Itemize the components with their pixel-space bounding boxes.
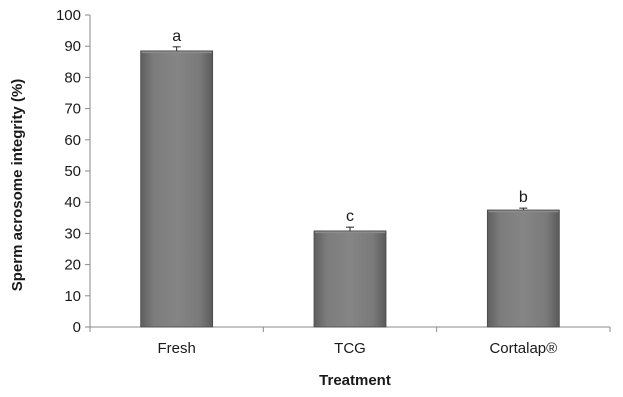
y-tick-label: 60	[64, 132, 81, 149]
y-tick-label: 90	[64, 38, 81, 55]
significance-letter: a	[172, 28, 181, 45]
bar-fresh	[141, 51, 213, 327]
significance-letter: b	[519, 189, 528, 206]
y-tick-label: 50	[64, 163, 81, 180]
x-tick-label: Fresh	[157, 340, 195, 357]
bar-tcg	[314, 231, 386, 327]
y-tick-label: 100	[56, 7, 81, 24]
y-tick-label: 40	[64, 194, 81, 211]
y-tick-label: 80	[64, 69, 81, 86]
y-tick-label: 10	[64, 288, 81, 305]
x-tick-label: TCG	[334, 340, 366, 357]
y-tick-label: 0	[73, 319, 81, 336]
y-tick-label: 70	[64, 101, 81, 118]
x-tick-label: Cortalap®	[489, 340, 557, 357]
plot-area: 0 10 20 30 40 50 60 70 80 90 100 a Fresh c TCG b Cortala…	[56, 7, 610, 357]
x-axis-title: Treatment	[319, 372, 391, 389]
y-tick-label: 20	[64, 257, 81, 274]
y-axis-title: Sperm acrosome integrity (%)	[9, 79, 26, 292]
significance-letter: c	[346, 208, 354, 225]
bar-cortalap	[487, 210, 559, 327]
y-tick-label: 30	[64, 225, 81, 242]
